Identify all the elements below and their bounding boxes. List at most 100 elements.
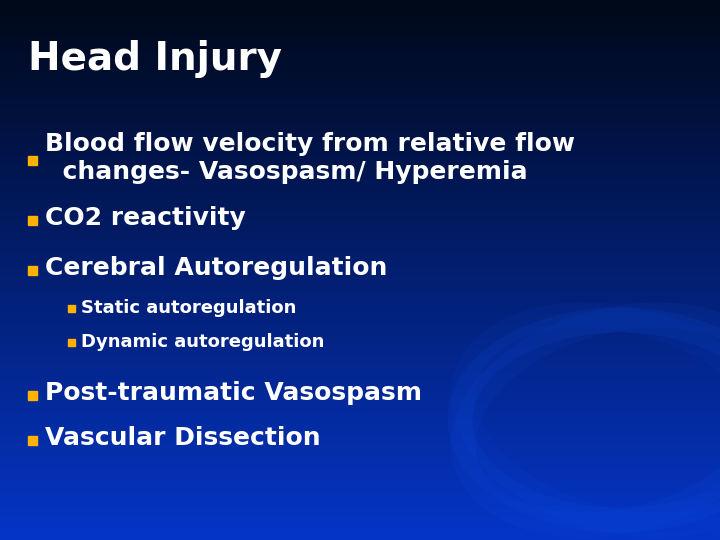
Bar	[0, 475, 720, 477]
Bar	[0, 412, 720, 414]
Bar	[0, 292, 720, 293]
Bar	[0, 466, 720, 468]
Bar	[0, 70, 720, 72]
Bar	[0, 112, 720, 113]
Bar	[0, 295, 720, 297]
Bar	[0, 484, 720, 486]
Bar	[0, 83, 720, 85]
Bar	[0, 444, 720, 447]
Bar	[0, 525, 720, 528]
Bar	[0, 180, 720, 182]
Bar	[0, 511, 720, 513]
Bar	[0, 401, 720, 403]
Bar	[0, 187, 720, 189]
Bar	[0, 387, 720, 389]
Bar	[0, 191, 720, 193]
Bar	[0, 528, 720, 529]
Bar	[0, 471, 720, 474]
Bar	[0, 65, 720, 66]
Bar	[0, 9, 720, 11]
Bar	[0, 432, 720, 434]
Bar	[0, 12, 720, 15]
Bar	[0, 502, 720, 504]
Text: Cerebral Autoregulation: Cerebral Autoregulation	[45, 256, 387, 280]
Bar	[0, 281, 720, 282]
Bar	[0, 270, 720, 272]
Bar	[0, 69, 720, 70]
Bar	[0, 405, 720, 407]
Bar	[0, 498, 720, 501]
Bar	[0, 326, 720, 328]
Bar	[0, 198, 720, 200]
Bar	[0, 128, 720, 130]
Bar	[0, 374, 720, 376]
Bar	[0, 376, 720, 378]
Bar	[0, 518, 720, 520]
Bar	[0, 538, 720, 540]
Bar	[0, 59, 720, 61]
Bar	[0, 223, 720, 225]
Bar	[0, 7, 720, 9]
Bar	[0, 56, 720, 58]
Bar	[0, 428, 720, 430]
Text: CO2 reactivity: CO2 reactivity	[45, 206, 246, 230]
Bar	[0, 524, 720, 525]
Bar	[0, 351, 720, 353]
Bar	[0, 461, 720, 463]
Bar	[0, 479, 720, 481]
Bar	[0, 474, 720, 475]
Bar	[0, 380, 720, 382]
Bar	[0, 147, 720, 150]
Bar	[0, 366, 720, 367]
Bar	[0, 96, 720, 97]
Bar	[0, 268, 720, 270]
Bar	[0, 139, 720, 140]
Bar	[0, 515, 720, 517]
Bar	[0, 333, 720, 335]
Bar	[0, 258, 720, 259]
Bar	[0, 261, 720, 263]
Bar	[0, 86, 720, 88]
Bar	[0, 441, 720, 443]
Bar	[0, 153, 720, 155]
Bar	[0, 319, 720, 320]
Bar	[0, 463, 720, 464]
Bar	[0, 218, 720, 220]
Bar	[0, 150, 720, 151]
Bar	[0, 135, 720, 137]
Bar	[0, 454, 720, 455]
Bar	[0, 34, 720, 36]
Bar	[0, 259, 720, 261]
Bar	[0, 317, 720, 319]
Bar	[0, 189, 720, 191]
FancyBboxPatch shape	[28, 215, 37, 225]
Bar	[0, 4, 720, 5]
Bar	[0, 421, 720, 423]
Bar	[0, 185, 720, 187]
Bar	[0, 209, 720, 211]
Bar	[0, 347, 720, 349]
Bar	[0, 409, 720, 410]
FancyBboxPatch shape	[28, 156, 37, 165]
Bar	[0, 439, 720, 441]
Bar	[0, 470, 720, 471]
Bar	[0, 448, 720, 450]
Bar	[0, 410, 720, 412]
Bar	[0, 97, 720, 99]
Bar	[0, 288, 720, 290]
Bar	[0, 248, 720, 250]
Bar	[0, 194, 720, 196]
Bar	[0, 265, 720, 266]
Text: Head Injury: Head Injury	[28, 40, 282, 78]
Bar	[0, 157, 720, 158]
Bar	[0, 214, 720, 216]
Bar	[0, 174, 720, 177]
Bar	[0, 144, 720, 146]
Bar	[0, 358, 720, 360]
Bar	[0, 228, 720, 231]
Bar	[0, 383, 720, 385]
Bar	[0, 309, 720, 312]
Bar	[0, 131, 720, 133]
Bar	[0, 425, 720, 427]
Bar	[0, 277, 720, 279]
